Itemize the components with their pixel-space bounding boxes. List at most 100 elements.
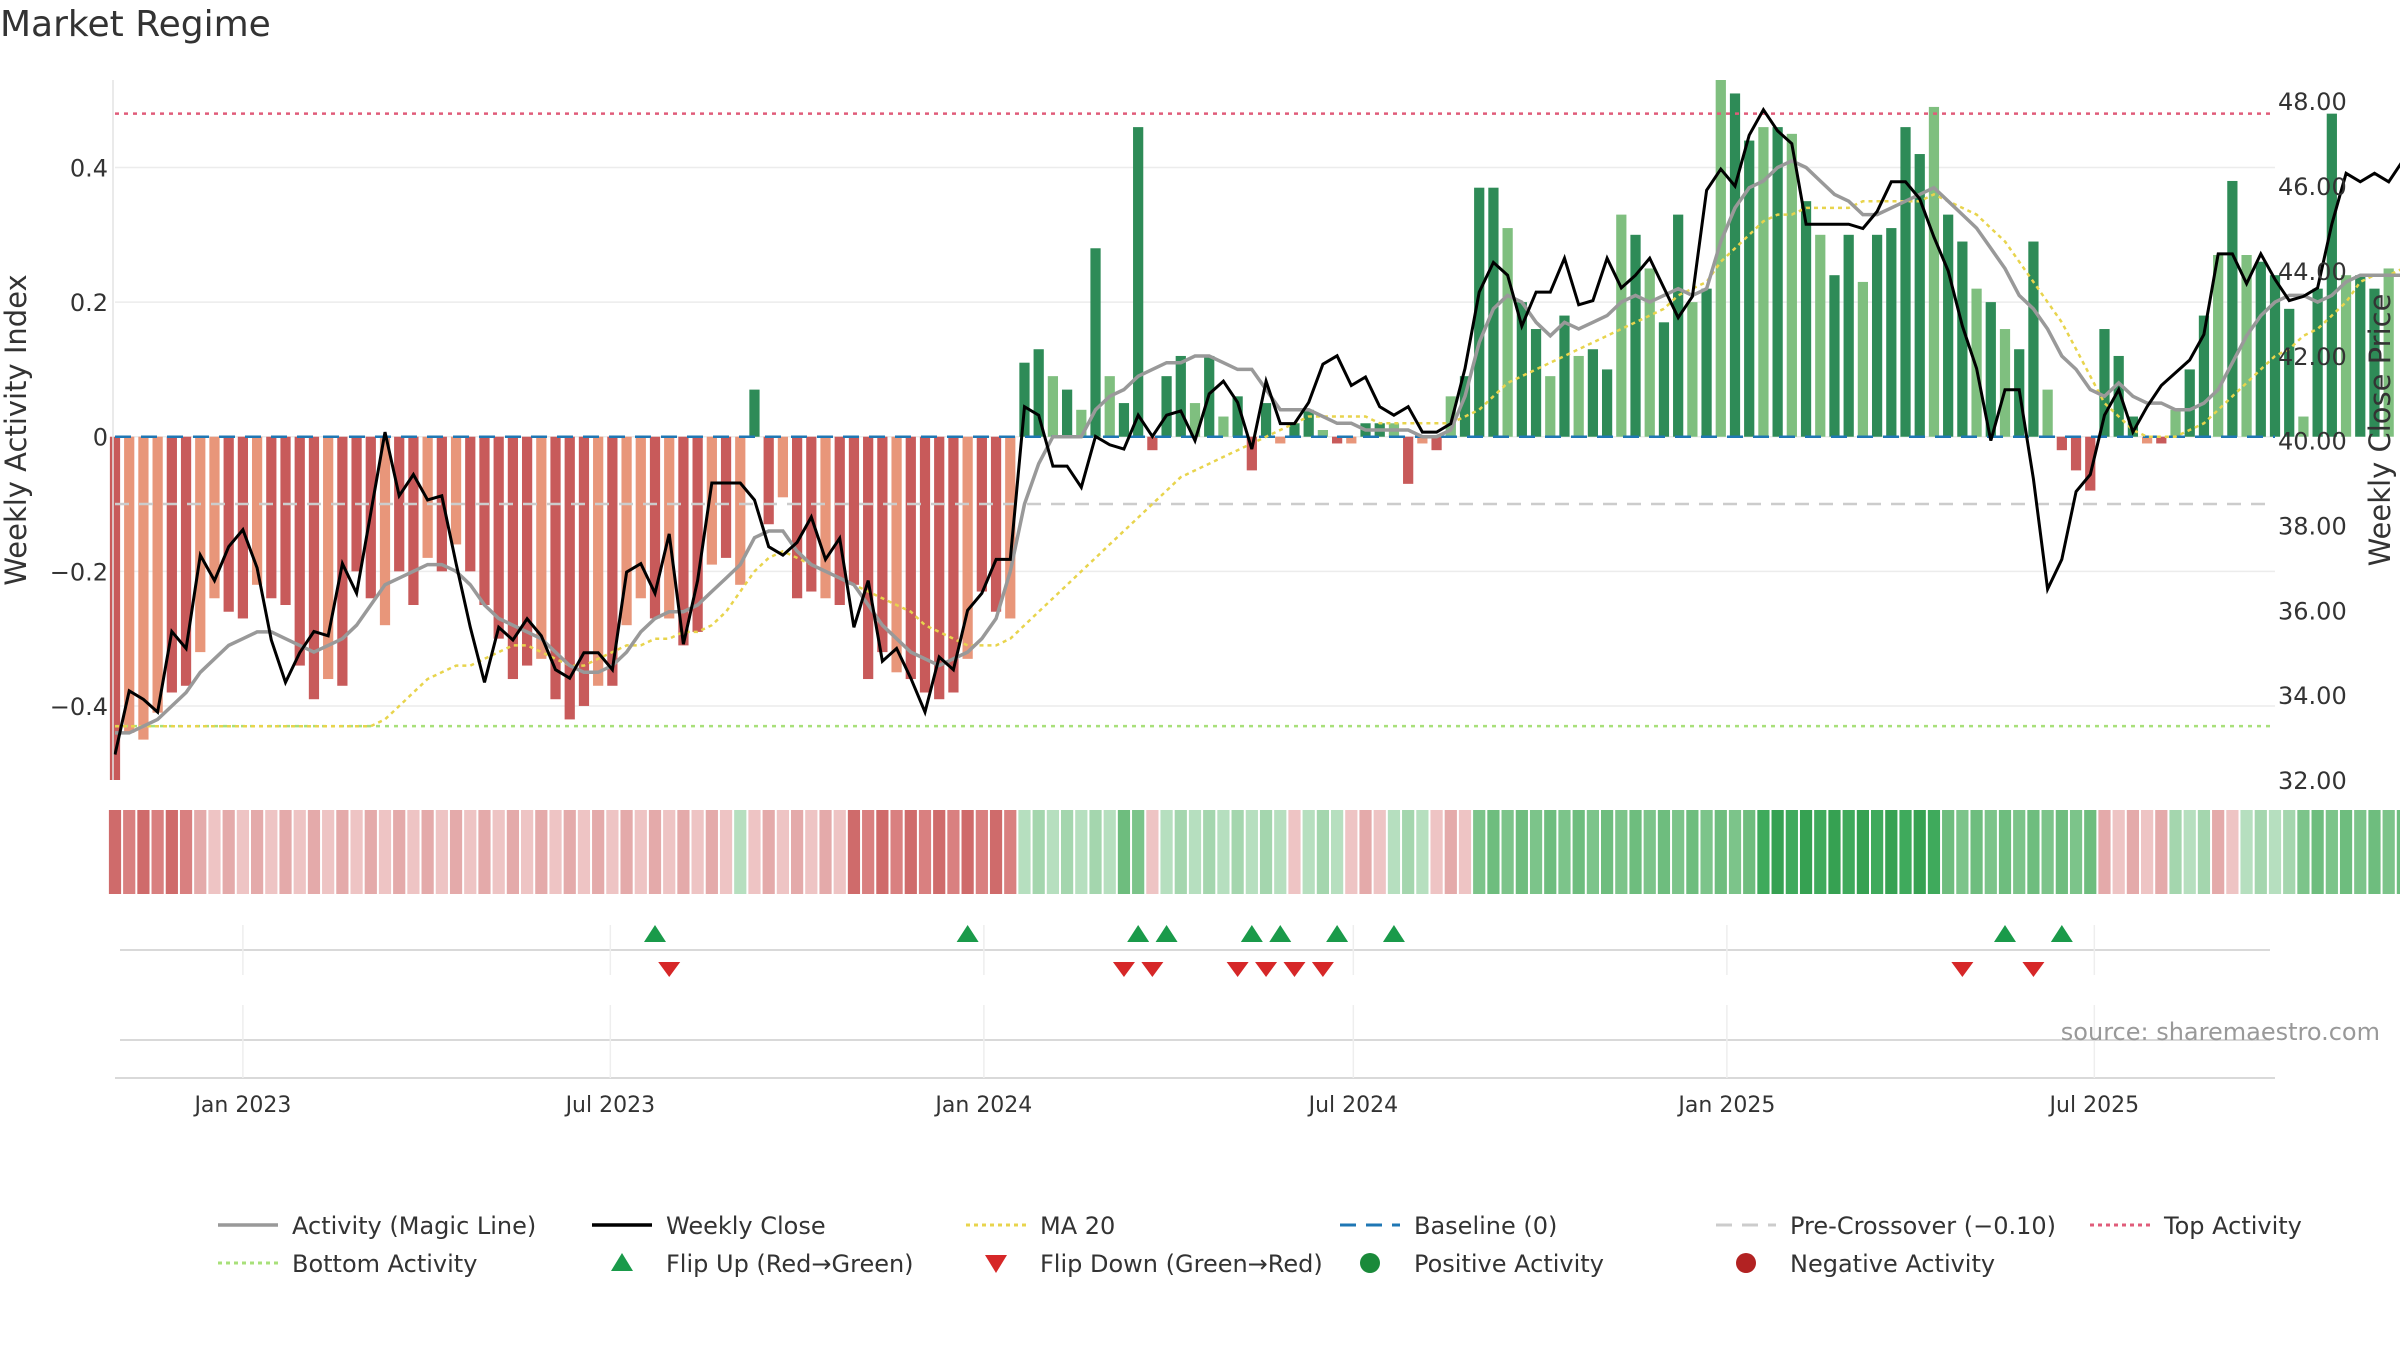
magic-line xyxy=(115,158,2400,735)
regime-strip-cell xyxy=(1103,810,1116,894)
regime-strip-cell xyxy=(1629,810,1642,894)
regime-strip-cell xyxy=(1842,810,1855,894)
flip-up-marker xyxy=(1240,925,1263,942)
activity-bar xyxy=(1047,376,1059,437)
regime-strip-cell xyxy=(1217,810,1230,894)
ma20-line xyxy=(115,193,2400,728)
y-tick-label: 0.4 xyxy=(70,155,108,183)
activity-bar xyxy=(735,436,746,585)
regime-strip-cell xyxy=(719,810,733,894)
legend-item: Weekly Close xyxy=(592,1212,826,1240)
activity-bar xyxy=(1744,140,1755,437)
regime-strip-cell xyxy=(1515,810,1528,894)
activity-bar xyxy=(1957,241,1968,437)
regime-strip-cell xyxy=(378,810,392,894)
regime-strip-cell xyxy=(1345,810,1358,894)
source-credit: source: sharemaestro.com xyxy=(2061,1018,2380,1046)
activity-bar xyxy=(323,436,334,680)
legend-label: Top Activity xyxy=(2163,1212,2302,1240)
activity-bar xyxy=(2099,329,2110,437)
flip-markers xyxy=(120,925,2270,977)
activity-bar xyxy=(621,436,632,626)
regime-strip-cell xyxy=(677,810,690,894)
flip-up-marker xyxy=(1127,925,1150,942)
regime-strip-cell xyxy=(2297,810,2310,894)
regime-strip-cell xyxy=(2339,810,2353,894)
y2-axis-label: Weekly Close Price xyxy=(2363,294,2397,567)
activity-bar xyxy=(1076,409,1087,437)
regime-strip-cell xyxy=(435,810,448,894)
activity-bar xyxy=(1218,416,1229,437)
regime-strip-cell xyxy=(819,810,832,894)
activity-bar xyxy=(1815,234,1826,437)
regime-strip-cell xyxy=(307,810,321,894)
activity-bar xyxy=(578,436,590,706)
x-tick-label: Jan 2023 xyxy=(192,1093,291,1118)
flip-down-marker xyxy=(1112,962,1135,977)
regime-strip-cell xyxy=(464,810,477,894)
regime-strip-cell xyxy=(1117,810,1131,894)
regime-strip-cell xyxy=(1359,810,1372,894)
activity-bar xyxy=(2326,113,2337,437)
regime-strip-cell xyxy=(2126,810,2139,894)
activity-bar xyxy=(1985,302,1996,437)
regime-strip-cell xyxy=(2112,810,2125,894)
activity-bar xyxy=(166,436,177,693)
activity-bar xyxy=(649,436,661,619)
activity-bar xyxy=(820,436,831,599)
activity-bar xyxy=(1019,362,1030,437)
activity-bar xyxy=(1246,436,1257,471)
activity-bar xyxy=(1914,154,1925,437)
regime-strip-cell xyxy=(1174,810,1187,894)
activity-bar xyxy=(1118,403,1130,437)
y-tick-label: 0 xyxy=(93,424,108,452)
activity-bar xyxy=(450,436,462,545)
legend-item: Positive Activity xyxy=(1360,1250,1604,1278)
activity-bar xyxy=(1971,288,1982,437)
activity-bar xyxy=(2312,288,2323,437)
activity-bar xyxy=(706,436,717,565)
regime-strip-cell xyxy=(521,810,534,894)
regime-strip-cell xyxy=(1984,810,1997,894)
regime-strip-cell xyxy=(1373,810,1386,894)
regime-strip-cell xyxy=(961,810,974,894)
regime-strip-cell xyxy=(123,810,136,894)
x-tick-label: Jul 2024 xyxy=(1307,1093,1399,1118)
activity-bar xyxy=(1502,228,1513,437)
activity-bar xyxy=(635,436,646,599)
activity-bar xyxy=(379,436,391,626)
y2-tick-label: 48.00 xyxy=(2278,88,2347,116)
legend-swatch xyxy=(1360,1253,1380,1273)
activity-bar xyxy=(1331,436,1343,444)
regime-strip-cell xyxy=(847,810,861,894)
regime-strip-cell xyxy=(137,810,150,894)
regime-strip-cell xyxy=(1061,810,1074,894)
x-tick-label: Jul 2025 xyxy=(2048,1093,2140,1118)
regime-strip-cell xyxy=(1203,810,1216,894)
activity-bar xyxy=(1005,436,1016,619)
regime-strip-cell xyxy=(1018,810,1031,894)
flip-up-marker xyxy=(956,925,979,942)
legend-label: Activity (Magic Line) xyxy=(292,1212,536,1240)
regime-strip-cell xyxy=(236,810,249,894)
activity-bar xyxy=(678,436,689,646)
activity-bar xyxy=(1587,349,1599,437)
flip-up-marker xyxy=(2050,925,2073,942)
activity-bar xyxy=(990,436,1002,612)
activity-bar xyxy=(1644,268,1655,437)
regime-strip-cell xyxy=(322,810,335,894)
activity-bar xyxy=(2056,436,2067,451)
activity-bar xyxy=(1857,281,1869,437)
regime-strip-cell xyxy=(1899,810,1912,894)
flip-up-marker xyxy=(1326,925,1349,942)
regime-strip-cell xyxy=(1913,810,1926,894)
activity-bar xyxy=(2070,436,2082,471)
activity-bar xyxy=(195,436,206,653)
activity-bar xyxy=(2156,436,2167,444)
activity-bar xyxy=(436,436,447,572)
y2-tick-label: 44.00 xyxy=(2278,258,2347,286)
activity-bar xyxy=(1772,127,1783,437)
flip-down-marker xyxy=(1226,962,1249,977)
regime-strip-cell xyxy=(1615,810,1628,894)
activity-bar xyxy=(209,436,220,599)
